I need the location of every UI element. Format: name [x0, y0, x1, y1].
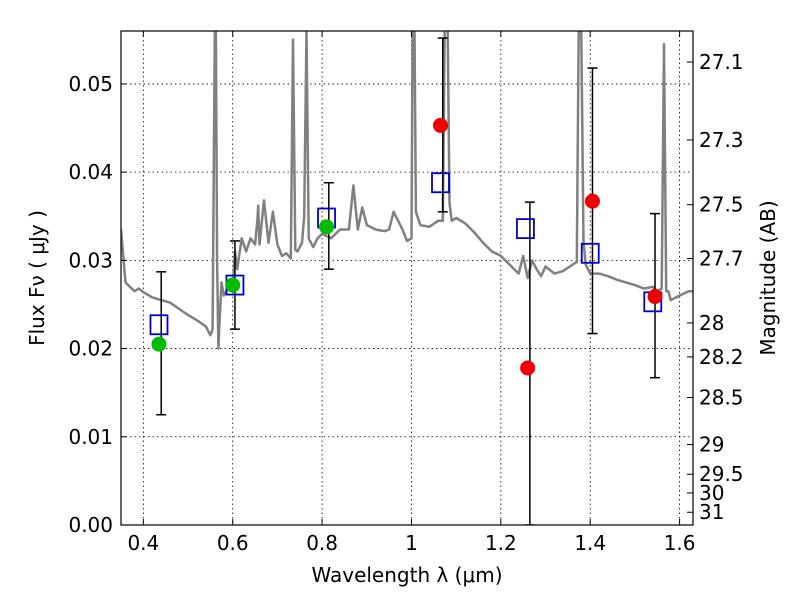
y-tick-label: 0.00	[68, 513, 113, 537]
ticks: 0.4 0.6 0.8 1 1.2 1.4 1.6 0.00 0.01 0.02 0.03 0.04 0…	[68, 31, 744, 555]
green-data-point	[225, 277, 241, 293]
x-tick-label: 1.6	[664, 531, 696, 555]
x-tick-label: 0.6	[217, 531, 249, 555]
x-tick-label: 1.4	[574, 531, 606, 555]
model-square-point	[516, 218, 535, 240]
x-tick-label: 1.2	[485, 531, 517, 555]
green-data-point	[319, 219, 335, 235]
plot-frame	[120, 30, 694, 526]
red-data-point	[520, 360, 536, 376]
y-axis-label: Flux Fν ( μJy )	[25, 210, 49, 346]
y-axis-right-label: Magnitude (AB)	[756, 200, 780, 355]
red-data-point	[433, 117, 449, 133]
right-tick-label: 28.2	[699, 345, 744, 369]
x-tick-label: 1	[405, 531, 418, 555]
right-tick-label: 28.5	[699, 385, 744, 409]
model-square-point	[431, 172, 450, 194]
right-tick-label: 29.5	[699, 462, 744, 486]
right-tick-label: 27.5	[699, 193, 744, 217]
right-tick-label: 30	[699, 481, 724, 505]
y-tick-label: 0.03	[68, 248, 113, 272]
right-tick-label: 31	[699, 500, 724, 524]
y-tick-label: 0.02	[68, 337, 113, 361]
right-tick-label: 27.1	[699, 50, 744, 74]
y-tick-label: 0.05	[68, 72, 113, 96]
x-tick-label: 0.8	[306, 531, 338, 555]
right-tick-label: 28	[699, 311, 724, 335]
grid	[121, 31, 693, 526]
right-tick-label: 27.3	[699, 128, 744, 152]
right-tick-label: 27.7	[699, 247, 744, 271]
x-tick-label: 0.4	[127, 531, 159, 555]
green-data-point	[151, 336, 167, 352]
red-data-point	[584, 193, 600, 209]
right-tick-label: 29	[699, 433, 724, 457]
model-spectrum-line	[121, 31, 693, 350]
x-axis-label: Wavelength λ (μm)	[311, 563, 502, 587]
model-square-point	[580, 242, 600, 264]
red-data-point	[647, 289, 663, 305]
model-square-point	[149, 314, 169, 336]
y-tick-label: 0.04	[68, 160, 113, 184]
plot-area	[121, 31, 693, 525]
y-tick-label: 0.01	[68, 425, 113, 449]
